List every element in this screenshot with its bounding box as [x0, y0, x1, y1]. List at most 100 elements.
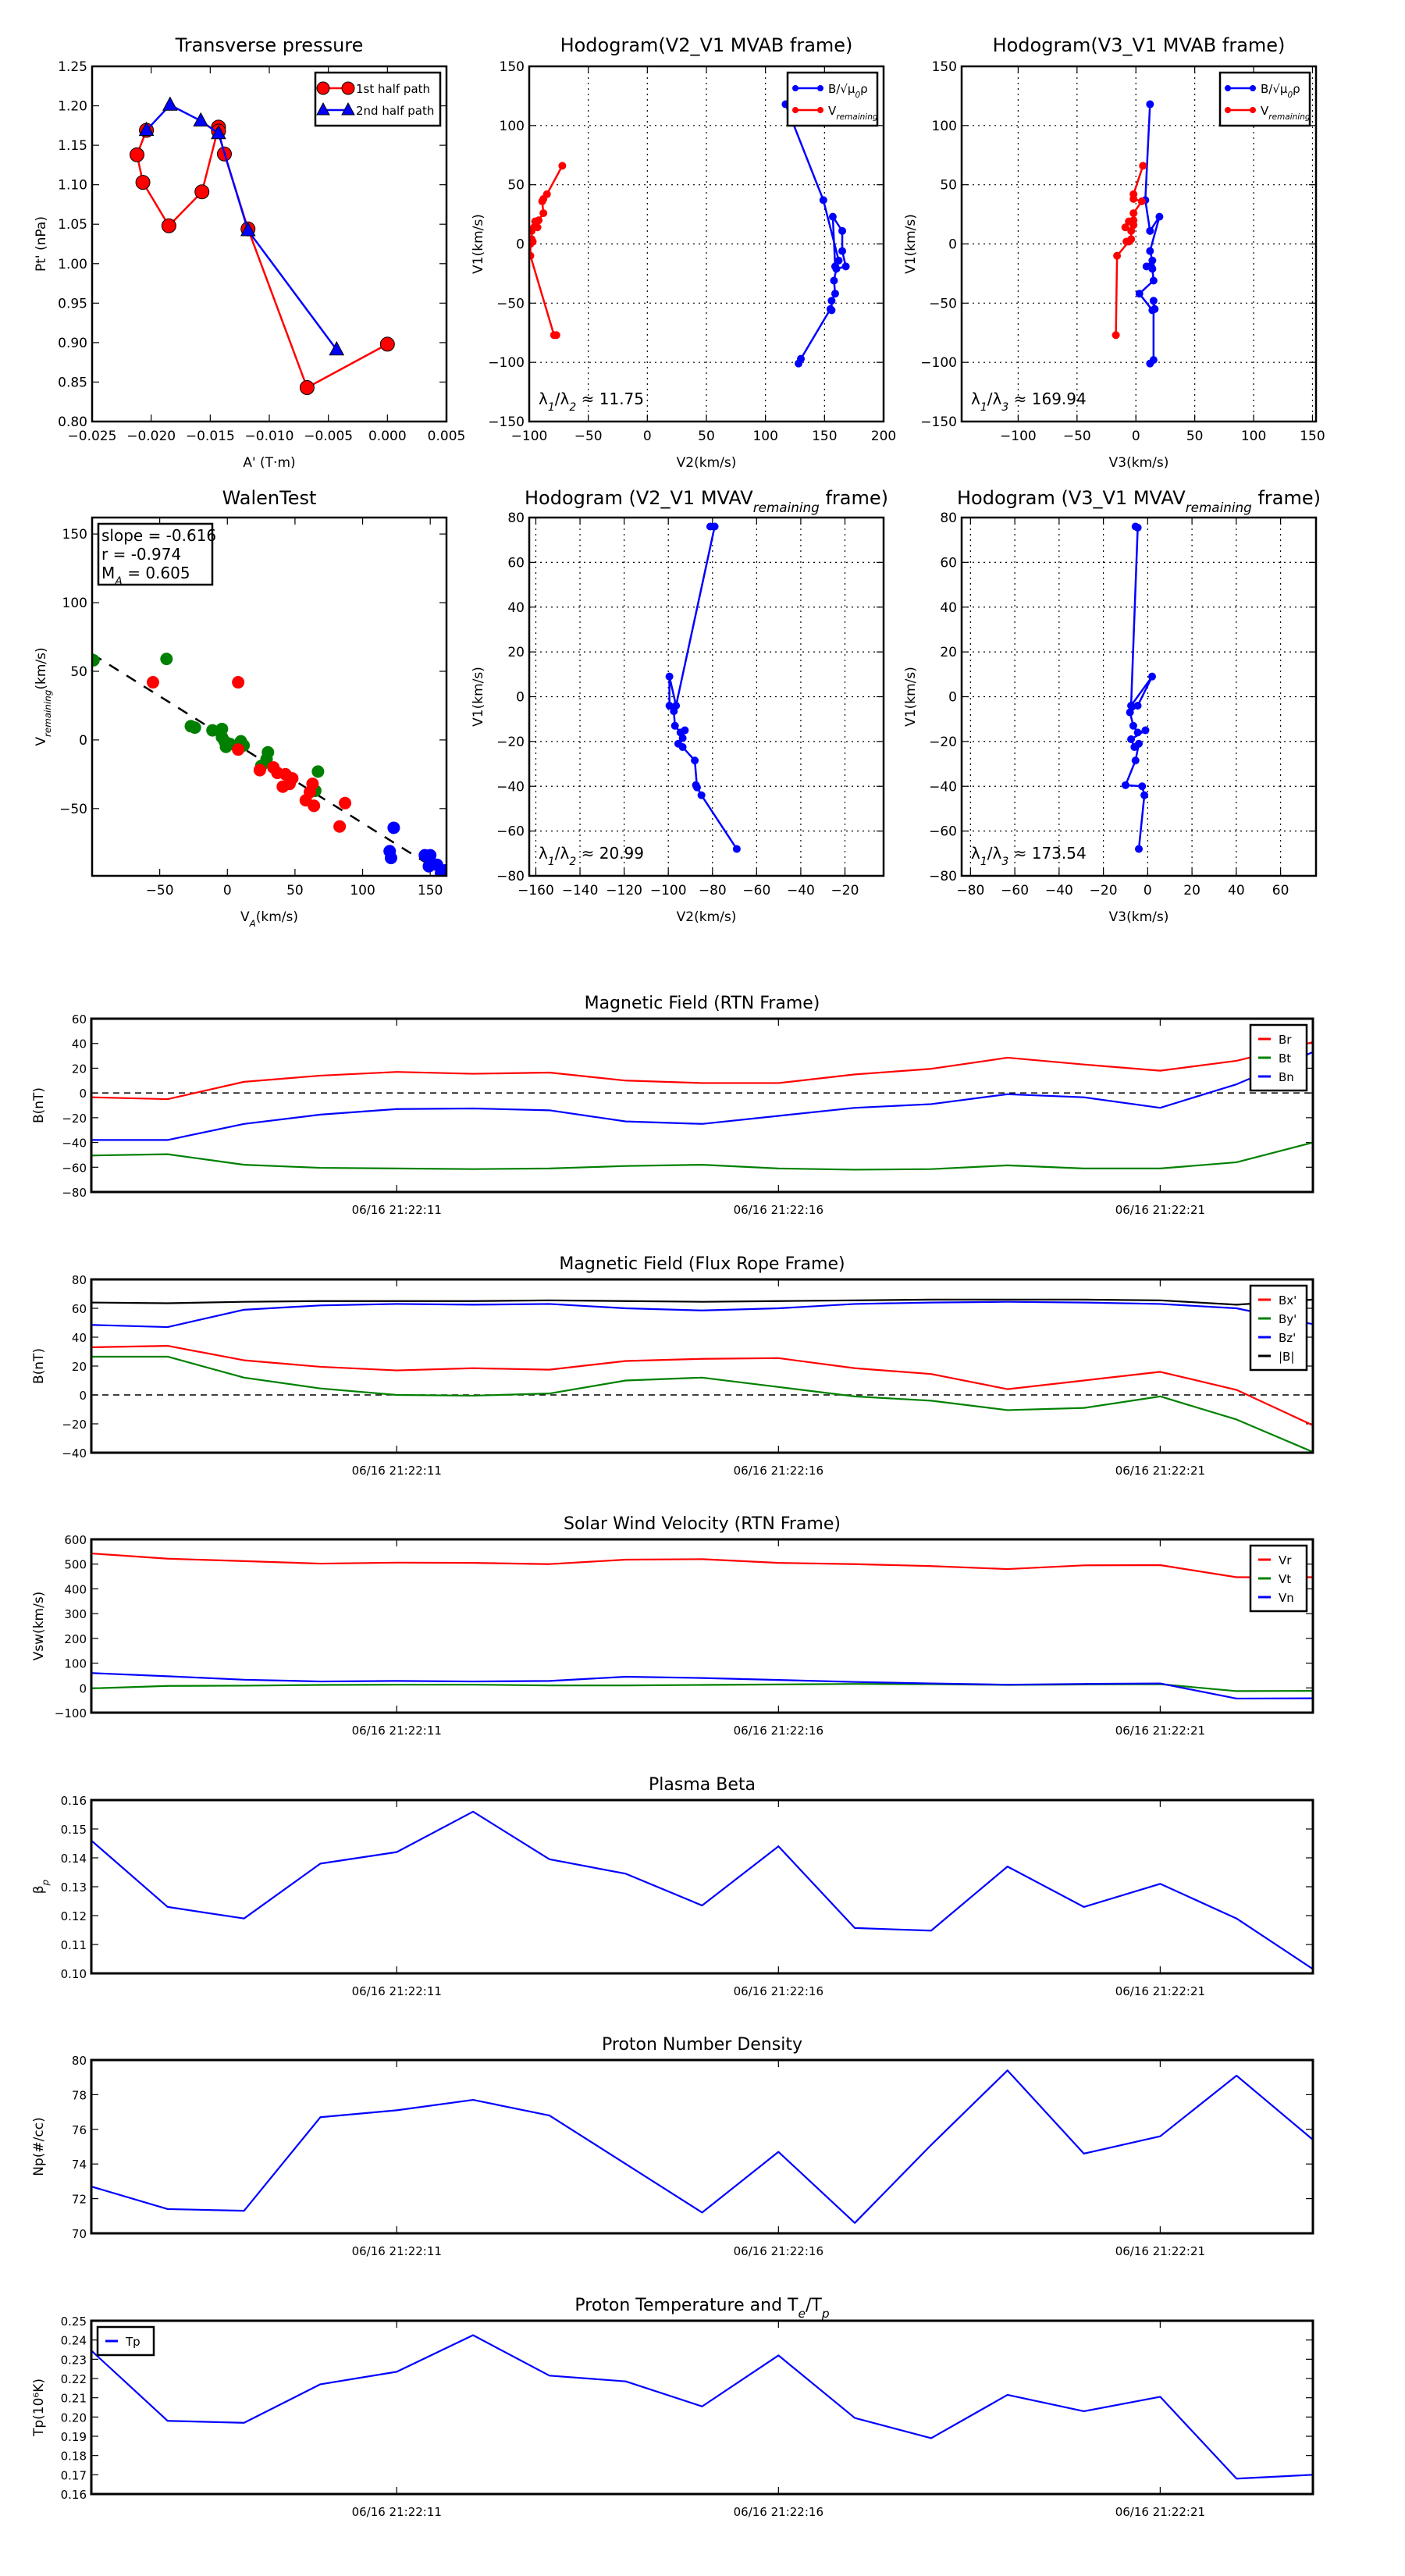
legend-label: 1st half path [356, 82, 430, 96]
x-tick-label: 150 [418, 883, 443, 898]
y-tick-label: 0 [79, 1087, 87, 1101]
y-tick-label: 0.16 [61, 1794, 87, 1808]
x-tick-label: −50 [1063, 429, 1091, 444]
y-tick-label: −100 [488, 355, 525, 371]
x-tick-label: 06/16 21:22:11 [352, 2244, 442, 2258]
legend-marker [817, 107, 823, 113]
x-tick-label: 06/16 21:22:16 [734, 1724, 823, 1738]
x-tick-label: −100 [1000, 429, 1037, 444]
y-tick-label: 50 [507, 178, 525, 194]
subscript-part: 1 [548, 856, 555, 868]
y-tick-label: −20 [62, 1418, 87, 1432]
data-point [1146, 226, 1154, 235]
y-tick-label: 0.15 [61, 1823, 87, 1837]
text-part: = 0.605 [123, 564, 190, 582]
legend-label: |B| [1279, 1350, 1294, 1364]
data-point [1129, 721, 1137, 730]
x-tick-label: 50 [698, 429, 715, 444]
data-point [1148, 672, 1157, 681]
legend-entry-bn: Bn [1258, 1070, 1294, 1084]
y-tick-label: −150 [488, 415, 525, 430]
subscript-part: remaining [1186, 500, 1252, 515]
data-point [529, 251, 535, 260]
y-tick-label: −100 [920, 355, 957, 371]
series-line [91, 1300, 1313, 1329]
x-tick-label: 06/16 21:22:21 [1115, 2244, 1205, 2258]
plot-area [91, 2069, 1313, 2224]
subscript-part: 1 [980, 401, 987, 414]
legend-entry-b-0: B/√μ0ρ [1225, 82, 1300, 100]
chart-panel-hodogram-v2-v1-mvavremaining-frame: Hodogram (V2_V1 MVAVremaining frame) −160… [471, 487, 888, 925]
y-tick-label: 0.24 [61, 2334, 87, 2348]
plot-area [91, 1552, 1313, 1700]
x-axis-label: A' (T·m) [243, 455, 295, 471]
y-tick-label: 0.20 [61, 2411, 87, 2425]
data-point [1148, 265, 1157, 273]
series-vn [91, 1672, 1313, 1700]
chart-title: Hodogram(V3_V1 MVAB frame) [993, 34, 1286, 56]
plot-area [91, 1041, 1313, 1171]
x-tick-label: 06/16 21:22:11 [352, 1203, 442, 1217]
data-point [339, 796, 352, 809]
axes-frame [90, 2058, 1314, 2235]
data-point [819, 196, 827, 205]
data-point [1112, 331, 1120, 340]
legend: B/√μ0ρ Vremaining [1218, 71, 1311, 127]
x-tick-label: 0 [223, 883, 232, 898]
text-part: ≈ 169.94 [1008, 390, 1086, 408]
series-line [91, 1051, 1313, 1141]
legend: Bx' By' Bz' |B| [1249, 1284, 1308, 1372]
legend: 1st half path 2nd half path [314, 71, 442, 127]
data-point [1146, 359, 1154, 368]
legend-label: Vremaining [1261, 104, 1311, 122]
y-tick-label: 60 [72, 1012, 87, 1026]
data-point [1127, 701, 1136, 710]
y-tick-label: 60 [507, 555, 525, 571]
data-point [1140, 791, 1149, 799]
data-point [697, 791, 706, 799]
data-point [665, 701, 674, 710]
x-tick-label: −140 [562, 883, 599, 898]
x-tick-label: 06/16 21:22:16 [734, 2244, 823, 2258]
y-tick-label: 150 [62, 527, 87, 543]
series-bz [91, 1300, 1313, 1329]
y-axis-label: V1(km/s) [471, 667, 486, 727]
y-tick-label: 0.11 [61, 1938, 87, 1952]
data-point [1133, 728, 1142, 737]
y-tick-label: 0.22 [61, 2372, 87, 2386]
subscript-part: A [249, 918, 256, 929]
y-tick-label: 1.15 [58, 138, 87, 154]
y-tick-label: 0.80 [58, 415, 87, 430]
axes-frame [90, 2319, 1314, 2496]
y-tick-label: 0.90 [58, 336, 87, 351]
y-tick-label: −40 [496, 779, 525, 795]
y-tick-label: 20 [72, 1360, 87, 1374]
chart-panel-proton-number-density: Proton Number Density 06/16 21:22:11 06/16… [31, 2035, 1314, 2258]
subscript-part: 2 [569, 401, 576, 414]
x-tick-label: −50 [574, 429, 603, 444]
plot-area [130, 96, 395, 396]
series-red [146, 676, 352, 833]
text-part: Hodogram (V3_V1 MVAV [957, 487, 1186, 509]
y-tick-label: 0.23 [61, 2353, 87, 2367]
series-beta [91, 1810, 1313, 1970]
series-line [136, 126, 388, 389]
series-line [91, 1355, 1313, 1453]
subscript-part: 1 [548, 401, 555, 414]
text-part: B/√μ [1261, 82, 1288, 96]
text-part: V [34, 737, 49, 746]
chart-panel-plasma-beta: Plasma Beta 06/16 21:22:11 06/16 21:22:16 0… [31, 1775, 1314, 1998]
data-point [211, 124, 226, 140]
series-v [665, 522, 741, 853]
series-vr [91, 1552, 1313, 1578]
axes-frame [91, 65, 448, 423]
chart-title: Proton Number Density [602, 2035, 802, 2055]
x-tick-label: 06/16 21:22:16 [734, 1984, 823, 1998]
y-tick-label: 60 [72, 1302, 87, 1316]
subscript-part: p [821, 2307, 830, 2321]
data-point [135, 175, 151, 190]
subscript-part: p [40, 1880, 51, 1887]
x-tick-label: −120 [606, 883, 642, 898]
y-tick-label: −40 [62, 1446, 87, 1461]
